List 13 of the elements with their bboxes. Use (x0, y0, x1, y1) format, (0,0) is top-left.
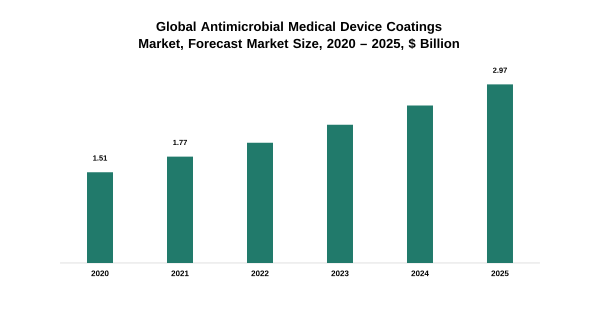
chart-title: Global Antimicrobial Medical Device Coatings Market, Forecast Market Size, 2020 – 2025, $ Billion (139, 22, 459, 50)
x-tick-label: 2022 (251, 270, 269, 276)
bar (87, 172, 114, 263)
x-tick-label: 2023 (331, 270, 349, 276)
x-tick-label: 2020 (91, 270, 109, 276)
bar (406, 105, 433, 263)
bar (326, 124, 353, 263)
x-tick-label: 2021 (171, 270, 189, 276)
bar (486, 84, 513, 263)
x-tick-label: 2025 (491, 270, 509, 276)
bar (167, 156, 193, 263)
bar (247, 142, 273, 263)
x-tick-label: 2024 (411, 270, 429, 276)
